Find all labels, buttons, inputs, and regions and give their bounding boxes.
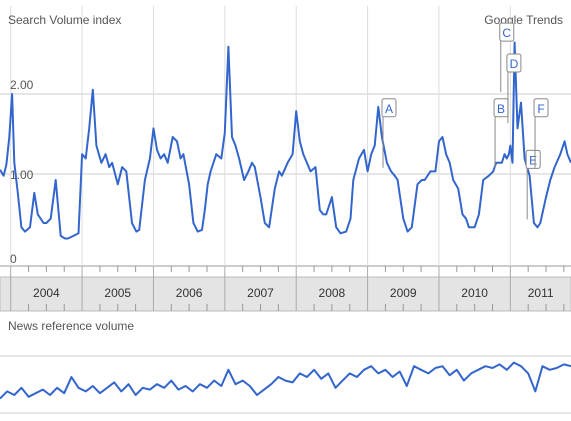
annotation-box bbox=[525, 149, 541, 169]
annotation-marker-C[interactable]: C bbox=[499, 22, 515, 93]
annotation-box bbox=[499, 22, 515, 42]
year-gridlines bbox=[10, 6, 511, 266]
year-label-2008: 2008 bbox=[319, 286, 346, 300]
year-label-2006: 2006 bbox=[176, 286, 203, 300]
annotation-box bbox=[533, 98, 549, 118]
y-tick-label-0: 0 bbox=[10, 252, 17, 266]
annotation-letter: D bbox=[510, 57, 519, 71]
annotation-marker-E[interactable]: E bbox=[525, 149, 541, 220]
chart-title: Search Volume index bbox=[8, 13, 121, 27]
annotation-marker-D[interactable]: D bbox=[506, 53, 522, 124]
year-label-2004: 2004 bbox=[33, 286, 60, 300]
year-band-background bbox=[0, 276, 571, 312]
annotation-layer: A B C D E F bbox=[381, 22, 549, 220]
year-band[interactable]: 2004 2005 2006 2007 2008 2009 2010 2011 bbox=[0, 266, 571, 312]
year-label-2010: 2010 bbox=[461, 286, 488, 300]
year-label-2007: 2007 bbox=[247, 286, 274, 300]
year-label-2009: 2009 bbox=[390, 286, 417, 300]
news-volume-line bbox=[0, 361, 571, 400]
annotation-marker-A[interactable]: A bbox=[381, 98, 397, 168]
year-label-2011: 2011 bbox=[528, 286, 554, 300]
news-title: News reference volume bbox=[8, 319, 134, 333]
annotation-marker-F[interactable]: F bbox=[533, 98, 549, 168]
top-grid bbox=[0, 93, 571, 267]
annotation-letter: F bbox=[537, 102, 544, 116]
annotation-letter: E bbox=[529, 153, 537, 167]
y-tick-label-1: 1.00 bbox=[10, 168, 34, 182]
annotation-letter: B bbox=[497, 102, 505, 116]
year-labels: 2004 2005 2006 2007 2008 2009 2010 2011 bbox=[33, 286, 554, 300]
annotation-marker-B[interactable]: B bbox=[493, 98, 509, 168]
annotation-letter: A bbox=[385, 102, 393, 116]
search-volume-line bbox=[0, 41, 571, 240]
credit-label: Google Trends bbox=[484, 13, 563, 27]
annotation-letter: C bbox=[502, 26, 511, 40]
y-tick-label-2: 2.00 bbox=[10, 78, 34, 92]
annotation-box bbox=[381, 98, 397, 118]
annotation-box bbox=[506, 53, 522, 73]
month-ticks bbox=[10, 266, 565, 311]
year-label-2005: 2005 bbox=[104, 286, 131, 300]
